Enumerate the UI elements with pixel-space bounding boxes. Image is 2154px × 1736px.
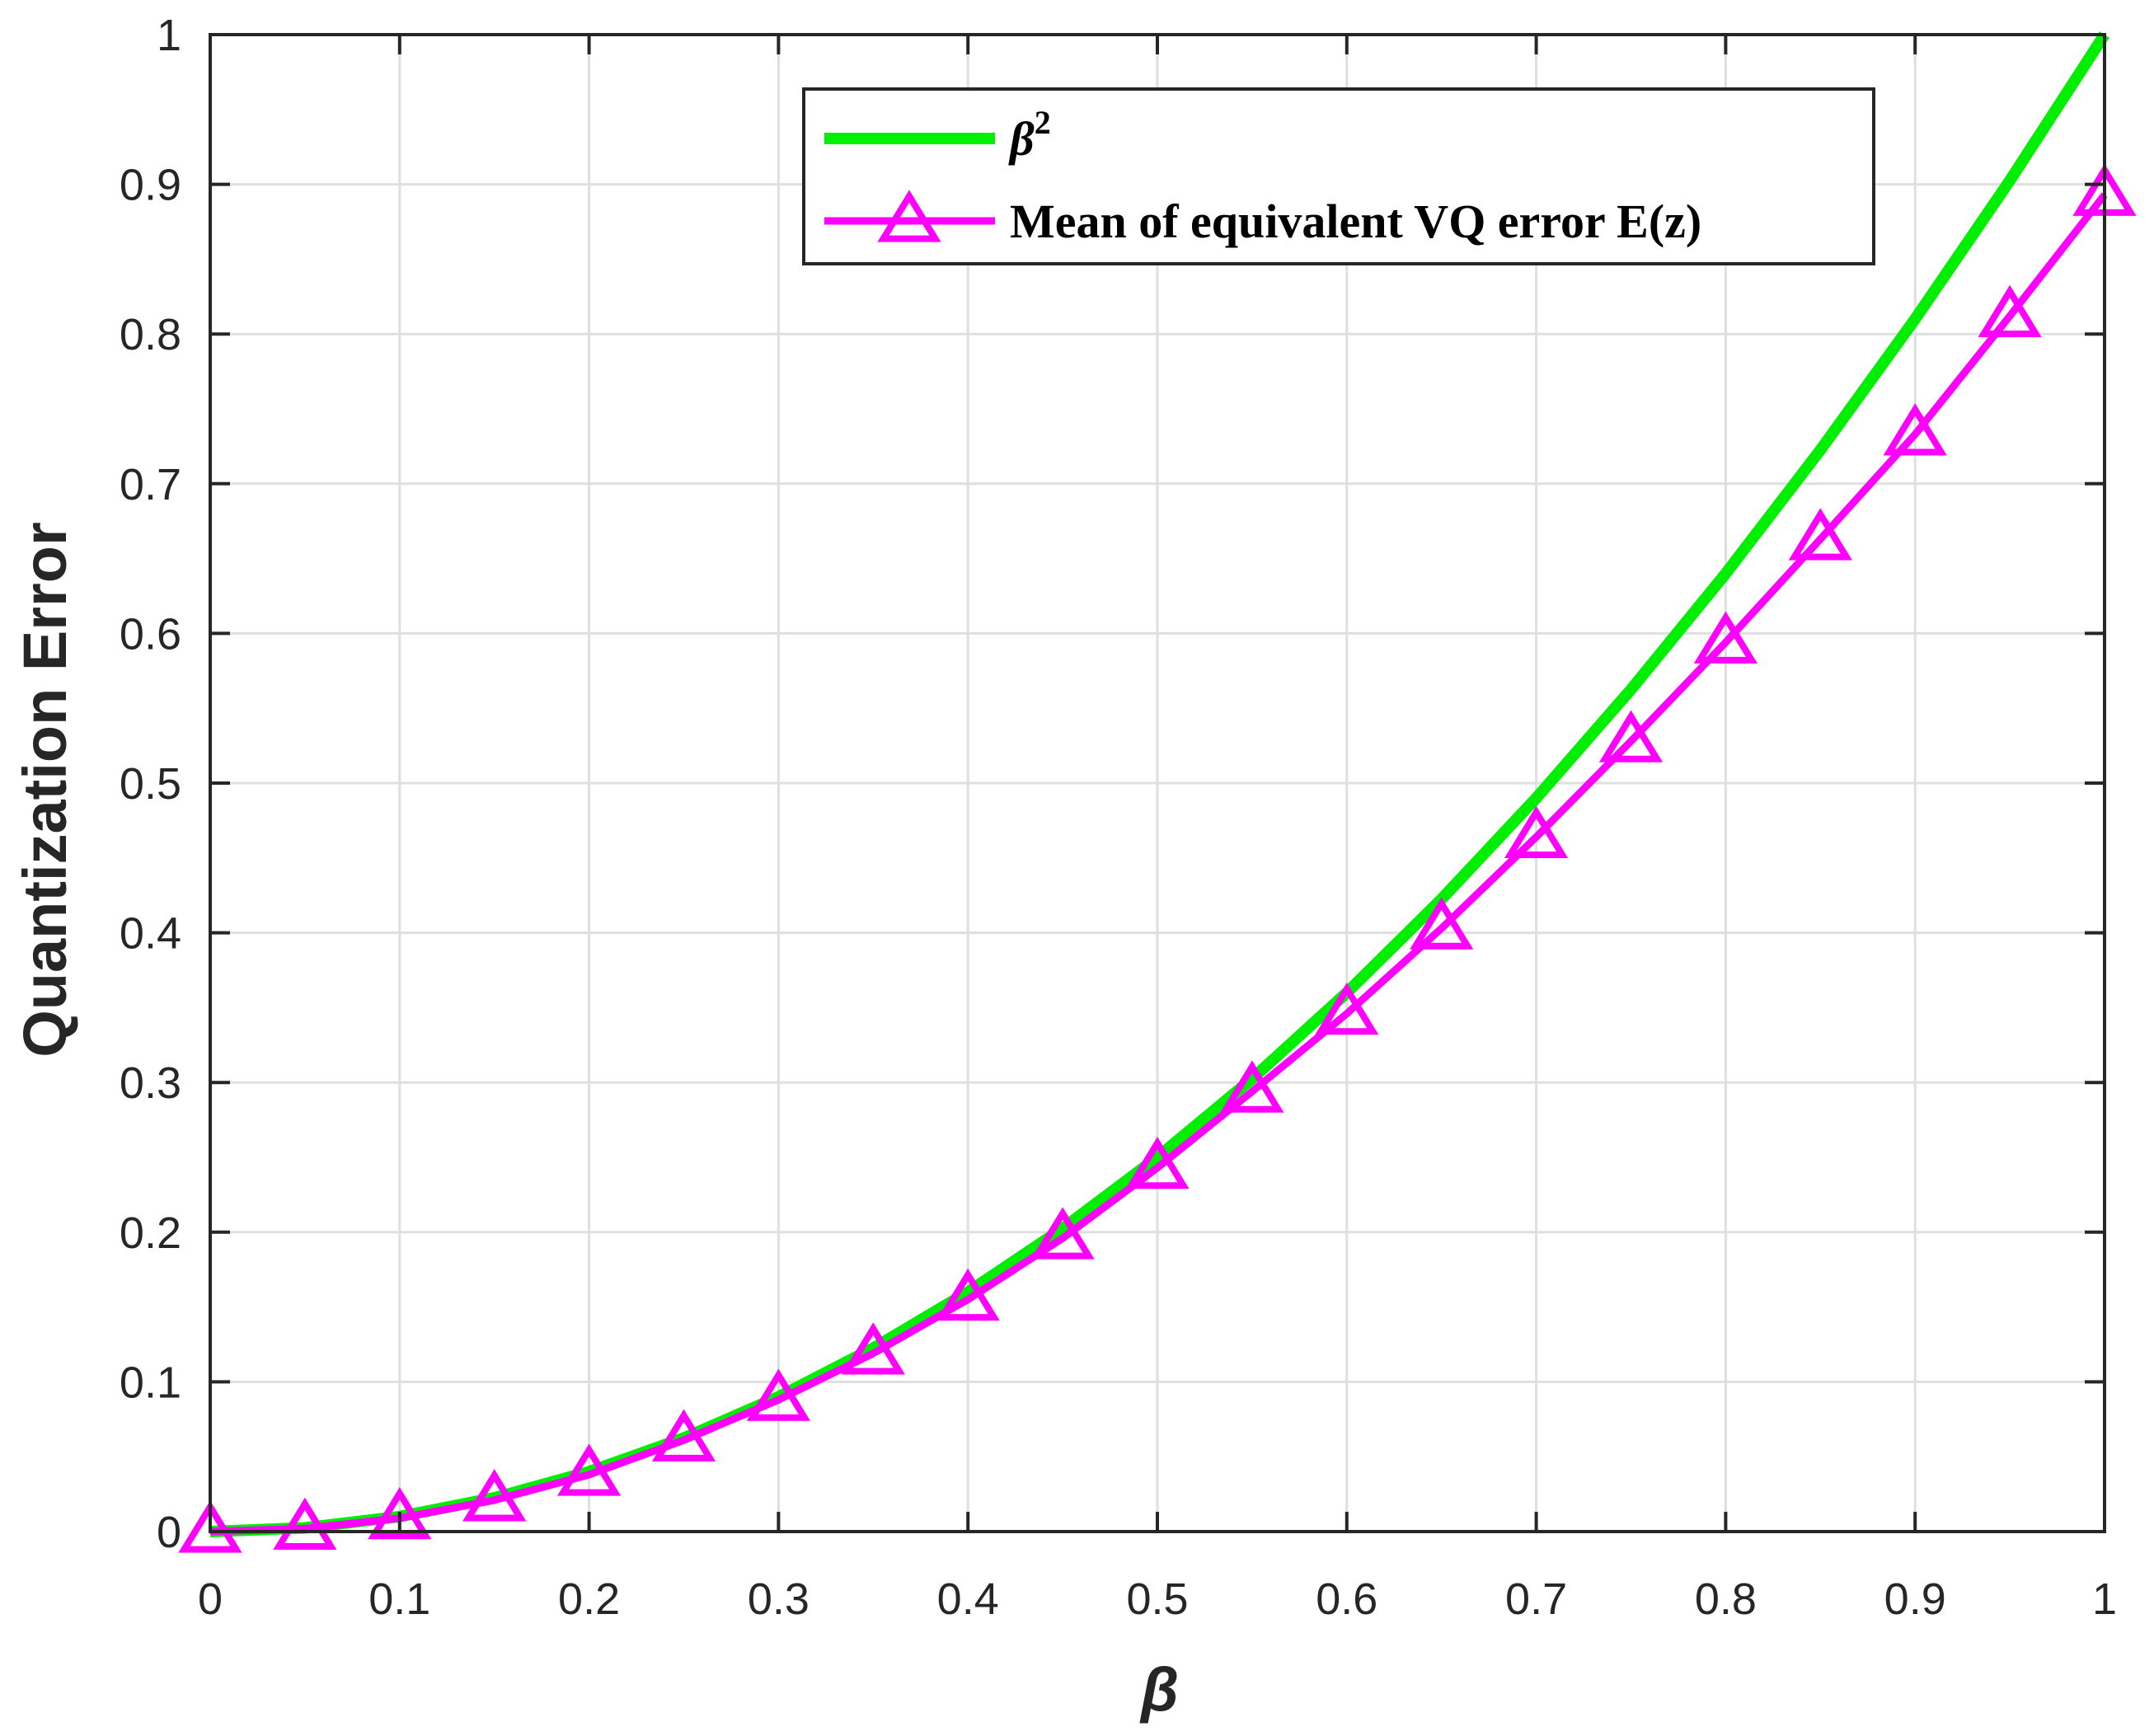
x-tick-label-3: 0.3 bbox=[748, 1574, 810, 1624]
series-1-marker-15 bbox=[1598, 710, 1664, 762]
legend-label-0: β2 bbox=[1008, 104, 1051, 166]
y-tick-label-4: 0.4 bbox=[120, 909, 181, 959]
series-1-marker-9 bbox=[1030, 1207, 1095, 1260]
series-1-marker-12 bbox=[1315, 982, 1379, 1035]
series-1-marker-18 bbox=[1883, 403, 1947, 456]
x-tick-label-10: 1 bbox=[2092, 1574, 2117, 1624]
series-1-marker-4 bbox=[556, 1443, 622, 1496]
y-tick-label-0: 0 bbox=[157, 1508, 181, 1557]
series-1-marker-16 bbox=[1693, 611, 1758, 664]
x-tick-label-1: 0.1 bbox=[368, 1574, 430, 1624]
y-tick-label-10: 1 bbox=[157, 11, 181, 60]
x-tick-label-4: 0.4 bbox=[937, 1574, 999, 1624]
x-tick-label-7: 0.7 bbox=[1505, 1574, 1567, 1624]
series-1-marker-17 bbox=[1788, 508, 1852, 561]
legend-label-1: Mean of equivalent VQ error E(z) bbox=[1010, 195, 1701, 248]
y-axis-label: Quantization Error bbox=[11, 522, 79, 1058]
x-tick-label-0: 0 bbox=[198, 1574, 223, 1624]
x-axis-ticks: 0 0.1 0.2 0.3 0.4 0.5 0.6 0.7 0.8 0.9 1 bbox=[198, 35, 2117, 1624]
legend: β2 Mean of equivalent VQ error E(z) bbox=[802, 87, 1875, 265]
series-line-1 bbox=[209, 192, 2108, 1536]
y-tick-label-1: 0.1 bbox=[120, 1358, 181, 1407]
x-tick-label-6: 0.6 bbox=[1316, 1574, 1377, 1624]
series-1-marker-14 bbox=[1504, 805, 1569, 858]
x-axis-label: β bbox=[1139, 1655, 1179, 1724]
x-tick-label-8: 0.8 bbox=[1695, 1574, 1757, 1624]
y-tick-label-3: 0.3 bbox=[120, 1058, 181, 1108]
series-1-marker-19 bbox=[1978, 284, 2042, 338]
y-tick-label-8: 0.8 bbox=[120, 310, 181, 359]
y-axis-ticks: 0 0.1 0.2 0.3 0.4 0.5 0.6 0.7 0.8 0.9 1 bbox=[120, 11, 2105, 1557]
x-tick-label-2: 0.2 bbox=[558, 1574, 620, 1624]
y-tick-label-7: 0.7 bbox=[120, 460, 181, 509]
series-1-marker-0 bbox=[178, 1500, 242, 1553]
series-1-marker-1 bbox=[273, 1497, 337, 1550]
y-tick-label-9: 0.9 bbox=[120, 161, 181, 210]
series-1-marker-7 bbox=[841, 1322, 905, 1375]
y-tick-label-2: 0.2 bbox=[120, 1208, 181, 1258]
x-tick-label-5: 0.5 bbox=[1126, 1574, 1188, 1624]
series-1-marker-13 bbox=[1410, 897, 1474, 950]
series-1-marker-11 bbox=[1220, 1060, 1284, 1113]
series-1-marker-5 bbox=[651, 1409, 716, 1462]
series-1-marker-10 bbox=[1125, 1137, 1190, 1189]
series-layer bbox=[178, 31, 2137, 1553]
series-1-marker-8 bbox=[936, 1268, 1000, 1321]
series-1-marker-2 bbox=[368, 1486, 432, 1540]
y-tick-label-6: 0.6 bbox=[120, 609, 181, 659]
series-1-marker-3 bbox=[462, 1469, 527, 1522]
series-1-marker-6 bbox=[746, 1368, 811, 1421]
y-tick-label-5: 0.5 bbox=[120, 759, 181, 809]
legend-box bbox=[802, 87, 1875, 265]
legend-marker-1 bbox=[877, 190, 941, 242]
x-tick-label-9: 0.9 bbox=[1884, 1574, 1946, 1624]
